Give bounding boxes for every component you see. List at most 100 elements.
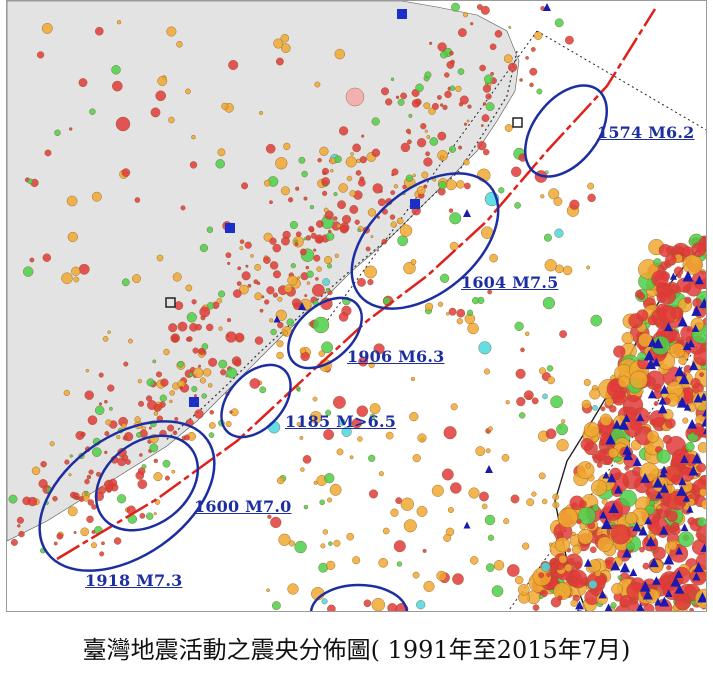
epicenter-dot <box>553 197 563 206</box>
epicenter-dot <box>636 309 649 322</box>
volcano-triangle <box>622 547 632 558</box>
epicenter-dot <box>69 127 73 131</box>
epicenter-dot <box>326 560 336 571</box>
volcano-triangle <box>664 322 673 332</box>
epicenter-dot <box>269 318 274 323</box>
epicenter-dot <box>368 362 375 369</box>
epicenter-dot <box>415 83 424 93</box>
epicenter-dot <box>267 514 272 519</box>
epicenter-dot <box>670 306 684 320</box>
volcano-triangle <box>629 568 638 576</box>
epicenter-dot <box>445 179 457 191</box>
epicenter-dot <box>104 450 108 455</box>
epicenter-dot <box>449 50 454 56</box>
epicenter-dot <box>544 259 557 272</box>
epicenter-dot <box>424 71 432 79</box>
epicenter-dot <box>275 157 288 170</box>
epicenter-dot <box>645 490 651 496</box>
epicenter-dot <box>322 278 330 286</box>
epicenter-dot <box>443 426 457 440</box>
volcano-triangle <box>659 483 670 493</box>
epicenter-dot <box>218 326 223 331</box>
epicenter-dot <box>540 562 551 572</box>
epicenter-dot <box>576 461 595 480</box>
epicenter-dot <box>369 403 381 414</box>
epicenter-dot <box>128 338 133 344</box>
epicenter-dot <box>319 146 329 156</box>
volcano-triangle <box>648 337 658 347</box>
epicenter-dot <box>345 87 365 107</box>
epicenter-dot <box>324 255 333 264</box>
epicenter-dot <box>298 156 306 164</box>
epicenter-dot <box>666 565 672 571</box>
epicenter-dot <box>493 560 505 571</box>
station-marker <box>189 397 199 407</box>
epicenter-dot <box>556 439 569 452</box>
epicenter-dot <box>209 409 214 415</box>
volcano-triangle <box>613 485 623 494</box>
epicenter-dot <box>363 599 372 608</box>
event-label-1906: 1906 M6.3 <box>347 347 445 366</box>
epicenter-dot <box>305 235 312 241</box>
epicenter-dot <box>225 252 232 259</box>
event-ellipse-1604 <box>350 172 500 310</box>
epicenter-dot <box>319 499 326 506</box>
volcano-triangle <box>659 525 669 535</box>
epicenter-dot <box>421 171 429 179</box>
epicenter-dot <box>642 562 650 570</box>
epicenter-dot <box>341 426 352 437</box>
epicenter-dot <box>559 330 567 338</box>
epicenter-dot <box>259 386 267 394</box>
epicenter-dot <box>132 274 141 283</box>
epicenter-dot <box>455 85 462 93</box>
epicenter-dot <box>101 541 105 546</box>
epicenter-dot <box>412 571 420 579</box>
epicenter-dot <box>546 572 551 578</box>
epicenter-dot <box>574 561 582 570</box>
epicenter-dot <box>481 114 490 123</box>
epicenter-dot <box>121 168 131 177</box>
epicenter-dot <box>295 186 300 191</box>
epicenter-dot <box>324 473 335 484</box>
epicenter-dot <box>553 582 572 601</box>
epicenter-dot <box>205 323 214 332</box>
epicenter-dot <box>206 226 214 234</box>
epicenter-dot <box>268 421 281 434</box>
volcano-triangle <box>659 469 668 478</box>
epicenter-dot <box>287 583 299 595</box>
epicenter-dot <box>78 78 88 88</box>
epicenter-dot <box>80 527 89 537</box>
epicenter-dot <box>514 202 521 209</box>
epicenter-dot <box>272 243 282 253</box>
epicenter-dot <box>220 369 227 376</box>
epicenter-dot <box>306 281 311 285</box>
epicenter-dot <box>92 447 102 457</box>
epicenter-dot <box>225 421 232 428</box>
epicenter-dot <box>191 134 196 140</box>
epicenter-dot <box>191 299 197 305</box>
epicenter-dot <box>637 292 645 300</box>
epicenter-dot <box>494 29 503 38</box>
epicenter-dot <box>218 359 228 369</box>
volcano-triangle <box>660 465 668 474</box>
epicenter-dot <box>153 411 159 416</box>
volcano-triangle <box>543 3 551 11</box>
volcano-triangle <box>680 454 689 464</box>
epicenter-dot <box>40 461 47 468</box>
epicenter-dot <box>322 167 330 175</box>
epicenter-dot <box>590 546 597 554</box>
epicenter-dot <box>412 454 421 463</box>
epicenter-dot <box>69 454 73 458</box>
volcano-triangle <box>678 477 687 486</box>
epicenter-dot <box>581 399 591 410</box>
epicenter-dot <box>186 312 197 323</box>
epicenter-dot <box>484 368 491 375</box>
event-ellipse-1906 <box>287 296 363 370</box>
epicenter-dot <box>587 193 596 203</box>
epicenter-dot <box>542 297 556 310</box>
epicenter-dot <box>226 367 238 379</box>
volcano-triangle <box>649 557 659 568</box>
epicenter-dot <box>431 102 439 110</box>
epicenter-dot <box>134 197 141 203</box>
epicenter-dot <box>109 406 113 411</box>
